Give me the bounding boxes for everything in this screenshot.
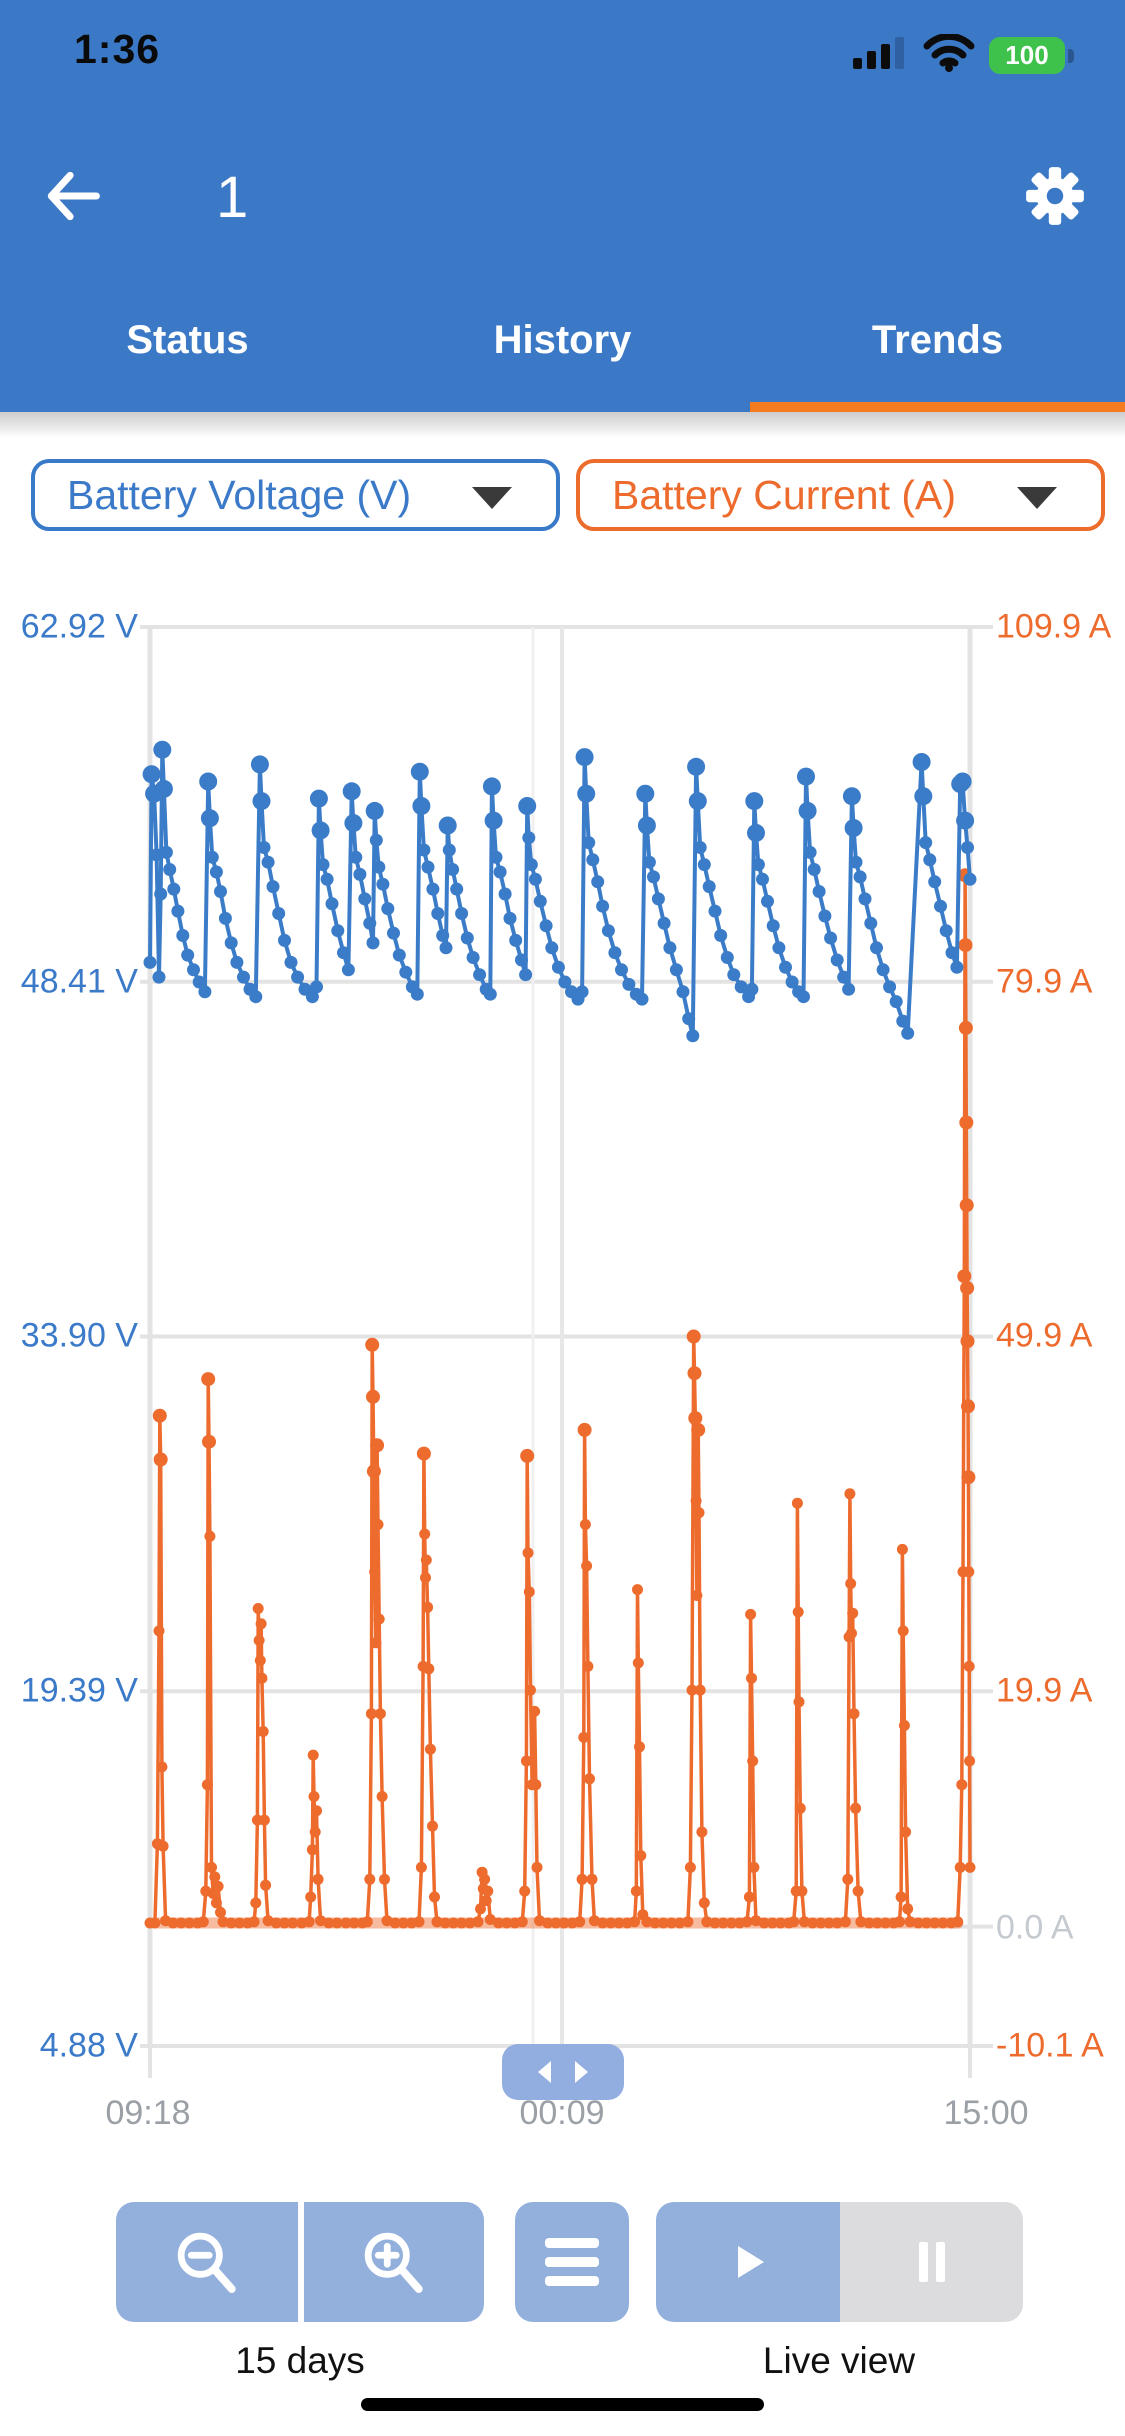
battery-percent: 100 <box>1005 40 1049 70</box>
tab-status[interactable]: Status <box>126 318 249 362</box>
y-right-zero-label: 0.0 A <box>996 1908 1074 1947</box>
tab-history[interactable]: History <box>493 318 632 362</box>
y-right-tick-3: 19.9 A <box>996 1671 1093 1710</box>
trends-chart[interactable] <box>0 560 1125 2120</box>
y-right-tick-1: 79.9 A <box>996 962 1093 1001</box>
timeline-slider-handle[interactable] <box>502 2044 624 2100</box>
home-indicator[interactable] <box>361 2398 764 2411</box>
nav-bar: 1 <box>0 160 1125 236</box>
status-icons: 100 <box>851 32 1074 77</box>
y-left-tick-3: 19.39 V <box>20 1671 138 1710</box>
cellular-signal-icon <box>851 35 909 76</box>
range-caption: 15 days <box>235 2340 365 2381</box>
y-left-tick-0: 62.92 V <box>20 607 138 646</box>
slider-left-arrow-icon <box>538 2061 551 2083</box>
tab-trends[interactable]: Trends <box>871 318 1004 362</box>
y-right-tick-4: -10.1 A <box>996 2026 1104 2065</box>
voltage-series-dropdown[interactable]: Battery Voltage (V) <box>31 459 560 531</box>
x-tick-2: 15:00 <box>943 2094 1029 2132</box>
battery-icon: 100 <box>989 37 1074 74</box>
back-arrow-icon <box>47 171 100 221</box>
slider-right-arrow-icon <box>575 2061 588 2083</box>
current-series-dropdown[interactable]: Battery Current (A) <box>576 459 1105 531</box>
y-left-tick-2: 33.90 V <box>20 1316 138 1355</box>
magnifier-minus-icon <box>177 2232 236 2293</box>
x-tick-0: 09:18 <box>105 2094 191 2132</box>
chevron-down-icon <box>1017 487 1057 509</box>
app-header: 1:36 100 <box>0 0 1125 412</box>
zoom-out-button[interactable] <box>116 2202 298 2322</box>
live-view-caption: Live view <box>762 2340 916 2381</box>
battery-cap <box>1068 49 1074 63</box>
zoom-in-button[interactable] <box>304 2202 484 2322</box>
play-icon <box>738 2246 764 2278</box>
y-right-tick-0: 109.9 A <box>996 607 1112 646</box>
back-button[interactable] <box>40 162 104 230</box>
header-shadow <box>0 412 1125 438</box>
voltage-dropdown-label: Battery Voltage (V) <box>67 472 412 518</box>
settings-button[interactable] <box>1021 160 1089 232</box>
y-left-tick-4: 4.88 V <box>39 2026 138 2065</box>
page-title: 1 <box>216 165 249 230</box>
tab-bar: Status History Trends <box>0 300 1125 380</box>
x-tick-1: 00:09 <box>519 2094 605 2132</box>
menu-icon <box>545 2238 599 2286</box>
chevron-down-icon <box>472 487 512 509</box>
y-left-tick-1: 48.41 V <box>20 962 138 1001</box>
active-tab-underline <box>750 402 1125 412</box>
magnifier-plus-icon <box>364 2232 423 2293</box>
chart-options-button[interactable] <box>515 2202 629 2322</box>
pause-icon <box>918 2242 945 2282</box>
gear-icon <box>1026 167 1084 225</box>
pause-button[interactable] <box>840 2202 1023 2322</box>
status-time: 1:36 <box>74 26 161 72</box>
wifi-icon <box>923 32 975 77</box>
play-button[interactable] <box>656 2202 840 2322</box>
current-dropdown-label: Battery Current (A) <box>612 472 957 518</box>
y-right-tick-2: 49.9 A <box>996 1316 1093 1355</box>
